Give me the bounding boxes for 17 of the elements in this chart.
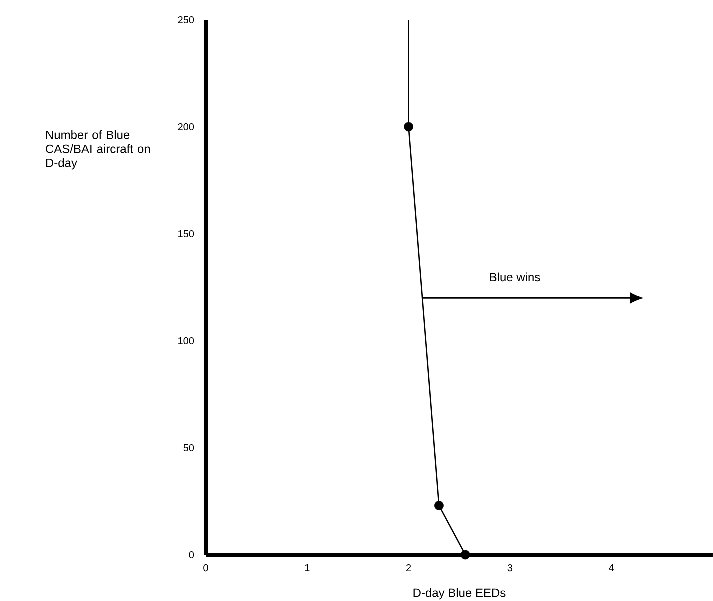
point [404, 122, 414, 132]
x-axis-title: D-day Blue EEDs [414, 588, 506, 600]
x-tick-label: 4 [609, 564, 614, 572]
x-tick-label: 3 [508, 564, 513, 572]
x-tick-label: 0 [204, 564, 208, 572]
annotation: Blue wins [490, 272, 540, 282]
y-tick-label: 150 [178, 230, 194, 238]
y-tick-label: 0 [189, 551, 194, 559]
y-tick-label: 100 [178, 337, 194, 345]
point [434, 501, 444, 510]
x-tick-label: 1 [305, 564, 310, 572]
y-tick-label: 50 [184, 444, 194, 452]
y-tick-label: 200 [178, 123, 194, 131]
point [460, 550, 470, 560]
y-tick-label: 250 [178, 16, 194, 24]
y-axis-title: Number of Blue CAS/BAI aircraft on D-day [46, 130, 150, 170]
x-tick-label: 2 [406, 564, 412, 572]
